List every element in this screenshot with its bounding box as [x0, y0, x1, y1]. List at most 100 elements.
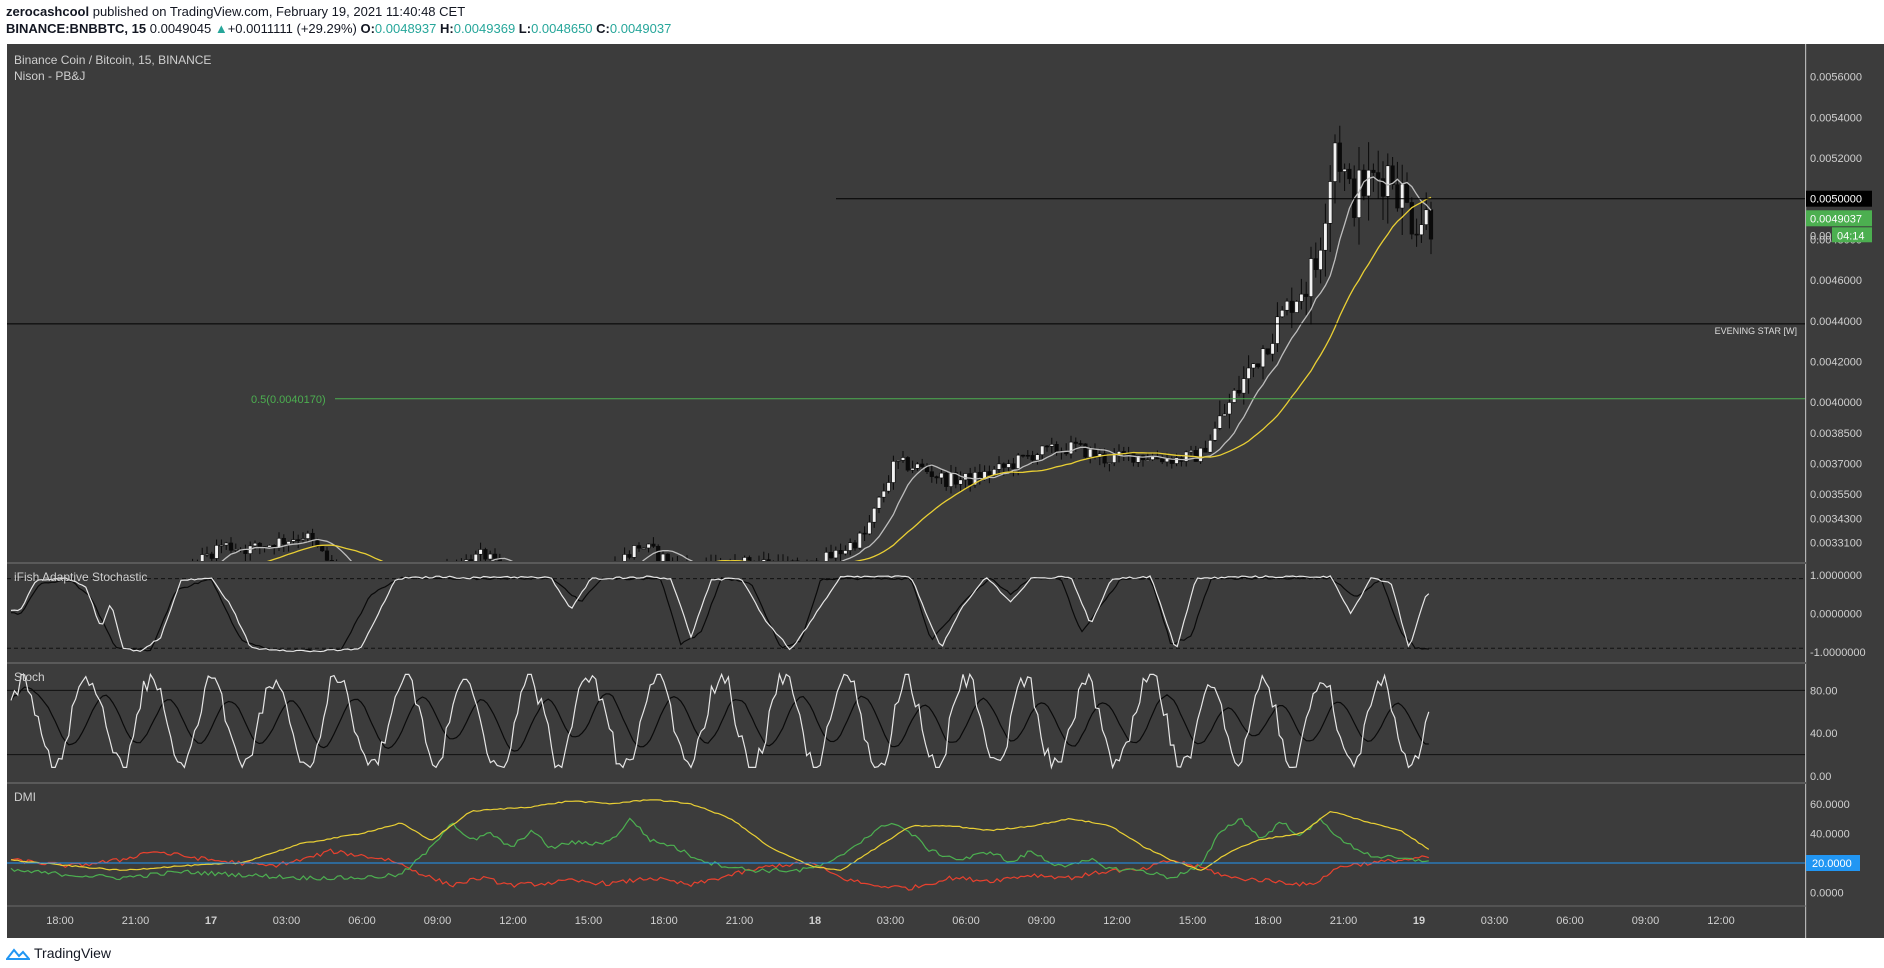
candle	[1246, 367, 1251, 379]
candle	[886, 482, 891, 492]
candle	[324, 550, 330, 561]
candle	[1232, 390, 1237, 403]
time-tick-label: 18:00	[650, 915, 678, 927]
close-label: C:	[596, 21, 610, 36]
candle	[900, 457, 906, 461]
candle	[1227, 402, 1232, 415]
time-tick-label: 18:00	[1254, 915, 1282, 927]
candle	[1217, 415, 1222, 429]
candle	[862, 532, 867, 535]
candle	[267, 545, 272, 548]
candle	[660, 553, 666, 561]
last-price: 0.0049045	[149, 21, 212, 36]
candle	[1083, 443, 1088, 458]
candle	[1284, 300, 1290, 311]
candle	[1260, 348, 1266, 368]
candle	[1020, 454, 1026, 457]
candle	[1236, 390, 1242, 394]
candle	[1068, 441, 1074, 455]
time-tick-label: 06:00	[1556, 915, 1584, 927]
candle	[1342, 168, 1347, 172]
candle	[252, 542, 258, 547]
candle	[1011, 463, 1016, 469]
candle	[636, 545, 642, 549]
chart-canvas[interactable]: EVENING STAR [W] 0.5(0.0040170) Binance Co…	[0, 44, 1884, 938]
candle	[848, 542, 853, 551]
partially-hidden-tick: 0.00	[1810, 230, 1831, 242]
candle	[1385, 165, 1390, 197]
candle	[1145, 459, 1150, 461]
time-tick-label: 09:00	[1632, 915, 1660, 927]
price-tick-label: 0.0054000	[1810, 112, 1862, 124]
candle	[1203, 447, 1208, 453]
price-tick-label: 0.0038500	[1810, 428, 1862, 440]
candle	[1006, 463, 1011, 468]
candle	[1419, 224, 1424, 236]
candle	[478, 549, 483, 555]
candle	[958, 479, 963, 485]
close-value: 0.0049037	[609, 21, 672, 36]
stoch-d-line	[10, 686, 1429, 752]
published-text: published on TradingView.com, February 1…	[92, 4, 466, 19]
candle	[492, 553, 498, 559]
candle	[1347, 168, 1352, 180]
stoch-tick-label: 0.00	[1810, 771, 1831, 783]
high-value: 0.0049369	[453, 21, 516, 36]
candle	[881, 490, 886, 498]
candle	[1424, 209, 1429, 225]
candle	[766, 559, 771, 561]
candle	[286, 541, 291, 545]
price-change: +0.0011111 (+29.29%)	[227, 21, 357, 36]
time-tick-label: 06:00	[348, 915, 376, 927]
publisher-name[interactable]: zerocashcool	[6, 4, 90, 19]
time-tick-label: 19	[1413, 915, 1425, 927]
price-tick-label: 0.0056000	[1810, 72, 1862, 84]
candle	[838, 550, 843, 555]
countdown-badge	[1832, 227, 1872, 243]
candle	[1371, 169, 1376, 173]
candle	[1395, 184, 1400, 209]
stoch-tick-label: 80.00	[1810, 685, 1838, 697]
pane-plot-group	[7, 799, 1805, 891]
candle	[291, 539, 296, 542]
candle	[939, 472, 944, 479]
tradingview-brand[interactable]: TradingView	[34, 945, 112, 961]
candle	[1265, 348, 1270, 355]
candle	[1323, 222, 1328, 251]
candle	[1160, 458, 1165, 463]
dmi-tick-label: 0.0000	[1810, 888, 1844, 900]
candle	[1107, 462, 1112, 464]
candle	[896, 460, 901, 462]
evening-star-label: EVENING STAR [W]	[1715, 326, 1797, 336]
candle	[651, 543, 656, 547]
candle	[761, 559, 766, 561]
time-tick-label: 12:00	[499, 915, 527, 927]
candle	[1054, 444, 1059, 453]
candle	[953, 472, 958, 485]
candle	[641, 547, 646, 550]
price-tick-label: 0.0052000	[1810, 153, 1862, 165]
change-arrow-icon: ▲	[214, 21, 228, 36]
candle	[824, 551, 829, 561]
time-tick-label: 17	[205, 915, 217, 927]
chart-title: Binance Coin / Bitcoin, 15, BINANCE	[14, 53, 211, 67]
candle	[747, 557, 752, 561]
dmi-title: DMI	[14, 790, 36, 804]
stoch-tick-label: 40.00	[1810, 728, 1838, 740]
ifish-tick-label: -1.0000000	[1810, 647, 1866, 659]
ifish-tick-label: 1.0000000	[1810, 570, 1862, 582]
time-tick-label: 15:00	[575, 915, 603, 927]
time-tick-label: 15:00	[1179, 915, 1207, 927]
candle	[219, 544, 224, 547]
candle	[224, 542, 229, 546]
high-label: H:	[440, 21, 454, 36]
price-tick-label: 0.0037000	[1810, 458, 1862, 470]
time-tick-label: 18	[809, 915, 821, 927]
candle	[483, 549, 488, 560]
candle	[843, 550, 848, 555]
fast-moving-average-line	[221, 176, 1432, 561]
candle	[1035, 454, 1040, 461]
candle	[1376, 172, 1381, 179]
time-tick-label: 12:00	[1707, 915, 1735, 927]
candle	[646, 543, 651, 549]
